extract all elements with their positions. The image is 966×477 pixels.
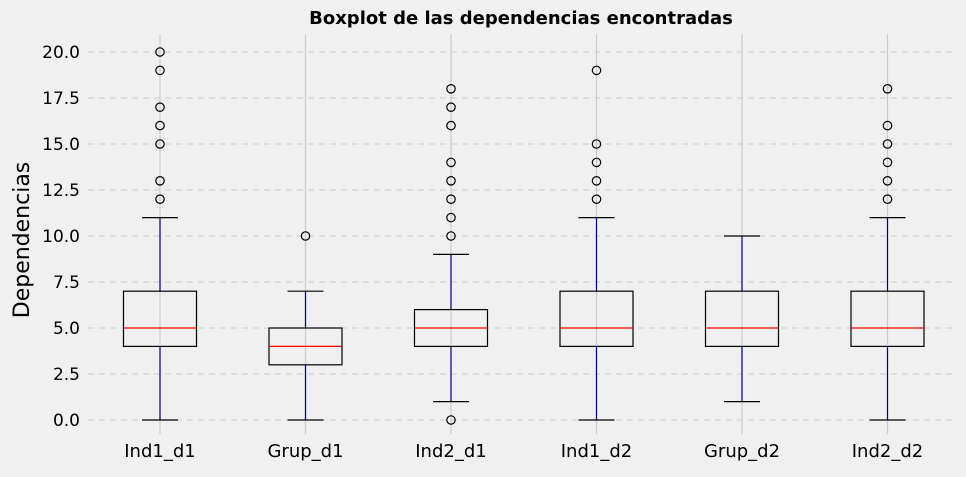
outlier-point [446, 120, 456, 131]
y-tick-label: 15.0 [42, 135, 80, 155]
outlier-point [446, 102, 456, 112]
x-tick-label: Ind1_d1 [124, 441, 195, 462]
outlier-point [155, 194, 165, 204]
y-tick-label: 12.5 [42, 181, 80, 201]
x-tick-labels: Ind1_d1 Grup_d1 Ind2_d1 Ind1_d2 Grup_d2 Ind2_… [124, 441, 923, 462]
box-Ind2_d2 [850, 84, 925, 421]
x-tick-label: Grup_d2 [704, 441, 780, 462]
outlier-point [882, 120, 893, 131]
outlier-point [446, 84, 456, 94]
iqr-box [850, 290, 925, 348]
outlier-point [882, 139, 893, 149]
y-tick-label: 10.0 [42, 227, 80, 247]
outlier-point [591, 139, 602, 149]
y-tick-label: 17.5 [42, 89, 80, 109]
y-tick-label: 7.5 [53, 273, 80, 293]
outlier-point [882, 194, 893, 204]
outlier-point [882, 157, 893, 168]
outlier-point [446, 194, 456, 204]
grid-lines [88, 34, 954, 434]
box-Ind1_d2 [559, 65, 634, 421]
y-axis-label: Dependencias [10, 162, 35, 319]
outlier-point [591, 65, 602, 76]
outlier-point [155, 176, 165, 186]
outlier-point [446, 176, 456, 186]
outlier-point [591, 194, 602, 204]
box-Ind1_d1 [122, 47, 198, 421]
outlier-point [882, 176, 893, 186]
y-tick-label: 2.5 [53, 365, 80, 385]
outlier-point [155, 120, 165, 131]
box-Ind2_d1 [413, 84, 489, 425]
x-tick-label: Ind2_d2 [852, 441, 923, 462]
box-Grup_d2 [704, 235, 780, 403]
y-tick-label: 20.0 [42, 43, 80, 63]
y-tick-labels: 0.0 2.5 5.0 7.5 10.0 12.5 15.0 17.5 20.0 [42, 43, 80, 431]
y-tick-label: 5.0 [53, 319, 80, 339]
outlier-point [155, 139, 165, 149]
x-tick-label: Ind2_d1 [415, 441, 486, 462]
iqr-box [122, 290, 198, 348]
x-tick-label: Grup_d1 [267, 441, 343, 462]
outlier-point [446, 415, 456, 425]
chart-title: Boxplot de las dependencias encontradas [309, 8, 733, 29]
outlier-point [446, 231, 456, 241]
outlier-point [882, 84, 893, 94]
boxes [122, 47, 925, 425]
outlier-point [300, 231, 311, 241]
outlier-point [446, 212, 456, 223]
x-tick-label: Ind1_d2 [561, 441, 632, 462]
outlier-point [591, 176, 602, 186]
outlier-point [155, 47, 165, 57]
iqr-box [559, 290, 634, 348]
y-tick-label: 0.0 [53, 411, 80, 431]
iqr-box [704, 290, 780, 348]
outlier-point [591, 157, 602, 168]
outlier-point [155, 102, 165, 112]
box-Grup_d1 [268, 231, 343, 421]
outlier-point [446, 157, 456, 168]
outlier-point [155, 65, 165, 76]
